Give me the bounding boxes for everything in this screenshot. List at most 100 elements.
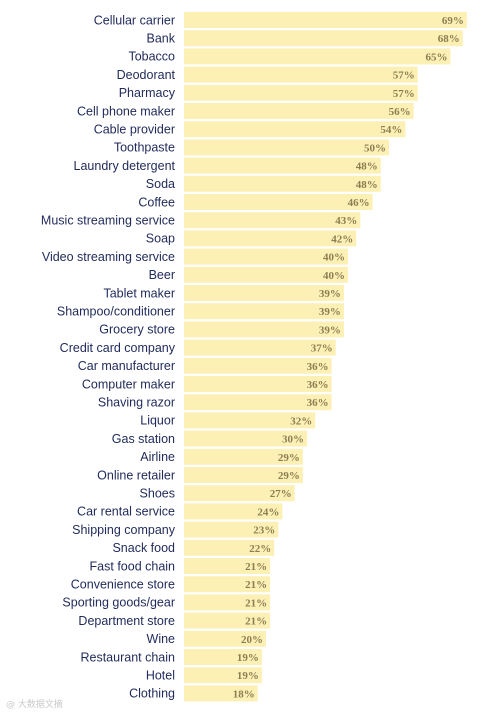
category-label: Car rental service <box>77 505 175 519</box>
value-label: 39% <box>319 306 341 318</box>
value-label: 37% <box>311 343 333 355</box>
category-label: Department store <box>78 614 175 628</box>
value-label: 68% <box>438 33 460 45</box>
value-label: 42% <box>331 233 353 245</box>
value-label: 48% <box>356 161 378 173</box>
category-label: Tablet maker <box>103 286 175 300</box>
category-label: Beer <box>149 268 175 282</box>
value-label: 29% <box>278 470 300 482</box>
value-label: 43% <box>335 215 357 227</box>
category-label: Credit card company <box>60 341 176 355</box>
bar <box>184 376 332 392</box>
category-label: Coffee <box>138 195 175 209</box>
value-label: 46% <box>348 197 370 209</box>
value-label: 48% <box>356 179 378 191</box>
value-label: 39% <box>319 288 341 300</box>
category-label: Restaurant chain <box>80 650 175 664</box>
bar <box>184 612 271 629</box>
category-label: Cable provider <box>94 123 175 137</box>
bar <box>184 630 266 647</box>
category-label: Computer maker <box>82 377 175 391</box>
value-label: 69% <box>442 15 464 27</box>
bar <box>184 157 381 174</box>
category-label: Bank <box>147 32 176 46</box>
bar <box>184 321 344 338</box>
value-label: 57% <box>393 88 415 100</box>
value-label: 21% <box>245 579 267 591</box>
bar <box>184 12 467 28</box>
value-label: 36% <box>307 379 329 391</box>
category-label: Cell phone maker <box>77 104 175 118</box>
category-label: Gas station <box>112 432 175 446</box>
value-label: 23% <box>253 525 275 537</box>
value-label: 29% <box>278 452 300 464</box>
category-label: Hotel <box>146 669 175 683</box>
category-label: Soda <box>146 177 175 191</box>
category-label: Pharmacy <box>119 86 176 100</box>
value-label: 57% <box>393 70 415 82</box>
bar <box>184 48 451 65</box>
bar <box>184 539 275 556</box>
category-label: Online retailer <box>97 468 175 482</box>
category-label: Fast food chain <box>90 559 176 573</box>
bar <box>184 685 258 702</box>
category-label: Shampoo/conditioner <box>57 305 175 319</box>
category-label: Clothing <box>129 687 175 701</box>
bar <box>184 285 344 301</box>
value-label: 19% <box>237 670 259 682</box>
category-label: Sporting goods/gear <box>62 596 175 610</box>
value-label: 27% <box>270 488 292 500</box>
category-label: Car manufacturer <box>78 359 175 373</box>
bar <box>184 303 344 320</box>
value-label: 24% <box>257 506 279 518</box>
category-label: Wine <box>147 632 176 646</box>
value-label: 36% <box>307 361 329 373</box>
bar <box>184 558 271 574</box>
value-label: 21% <box>245 616 267 628</box>
category-label: Video streaming service <box>42 250 175 264</box>
category-label: Music streaming service <box>41 214 175 228</box>
bar <box>184 248 348 265</box>
value-label: 21% <box>245 561 267 573</box>
value-label: 18% <box>233 688 255 700</box>
value-label: 39% <box>319 324 341 336</box>
bar <box>184 357 332 374</box>
value-label: 32% <box>290 415 312 427</box>
bar <box>184 212 361 229</box>
category-label: Shaving razor <box>98 396 175 410</box>
bar <box>184 412 316 429</box>
bar <box>184 394 332 411</box>
category-label: Deodorant <box>117 68 176 82</box>
value-label: 40% <box>323 252 345 264</box>
value-label: 20% <box>241 634 263 646</box>
value-label: 50% <box>364 142 386 154</box>
category-label: Convenience store <box>71 578 175 592</box>
bar <box>184 175 381 192</box>
category-label: Shoes <box>140 487 175 501</box>
category-label: Soap <box>146 232 175 246</box>
bar <box>184 649 262 665</box>
bar <box>184 430 307 447</box>
value-label: 19% <box>237 652 259 664</box>
value-label: 21% <box>245 597 267 609</box>
bar <box>184 194 373 210</box>
bar <box>184 503 283 520</box>
bar <box>184 667 262 684</box>
category-label: Laundry detergent <box>74 159 176 173</box>
category-label: Toothpaste <box>114 141 175 155</box>
bar <box>184 521 279 538</box>
value-label: 30% <box>282 434 304 446</box>
bar <box>184 576 271 593</box>
watermark: @ 大数据文摘 <box>6 700 63 710</box>
bar <box>184 66 418 83</box>
value-label: 65% <box>426 51 448 63</box>
value-label: 22% <box>249 543 271 555</box>
bar <box>184 339 336 356</box>
category-label: Airline <box>140 450 175 464</box>
category-label: Cellular carrier <box>94 13 175 27</box>
bar <box>184 266 348 283</box>
bar <box>184 139 389 156</box>
value-label: 56% <box>389 106 411 118</box>
bar <box>184 84 418 101</box>
